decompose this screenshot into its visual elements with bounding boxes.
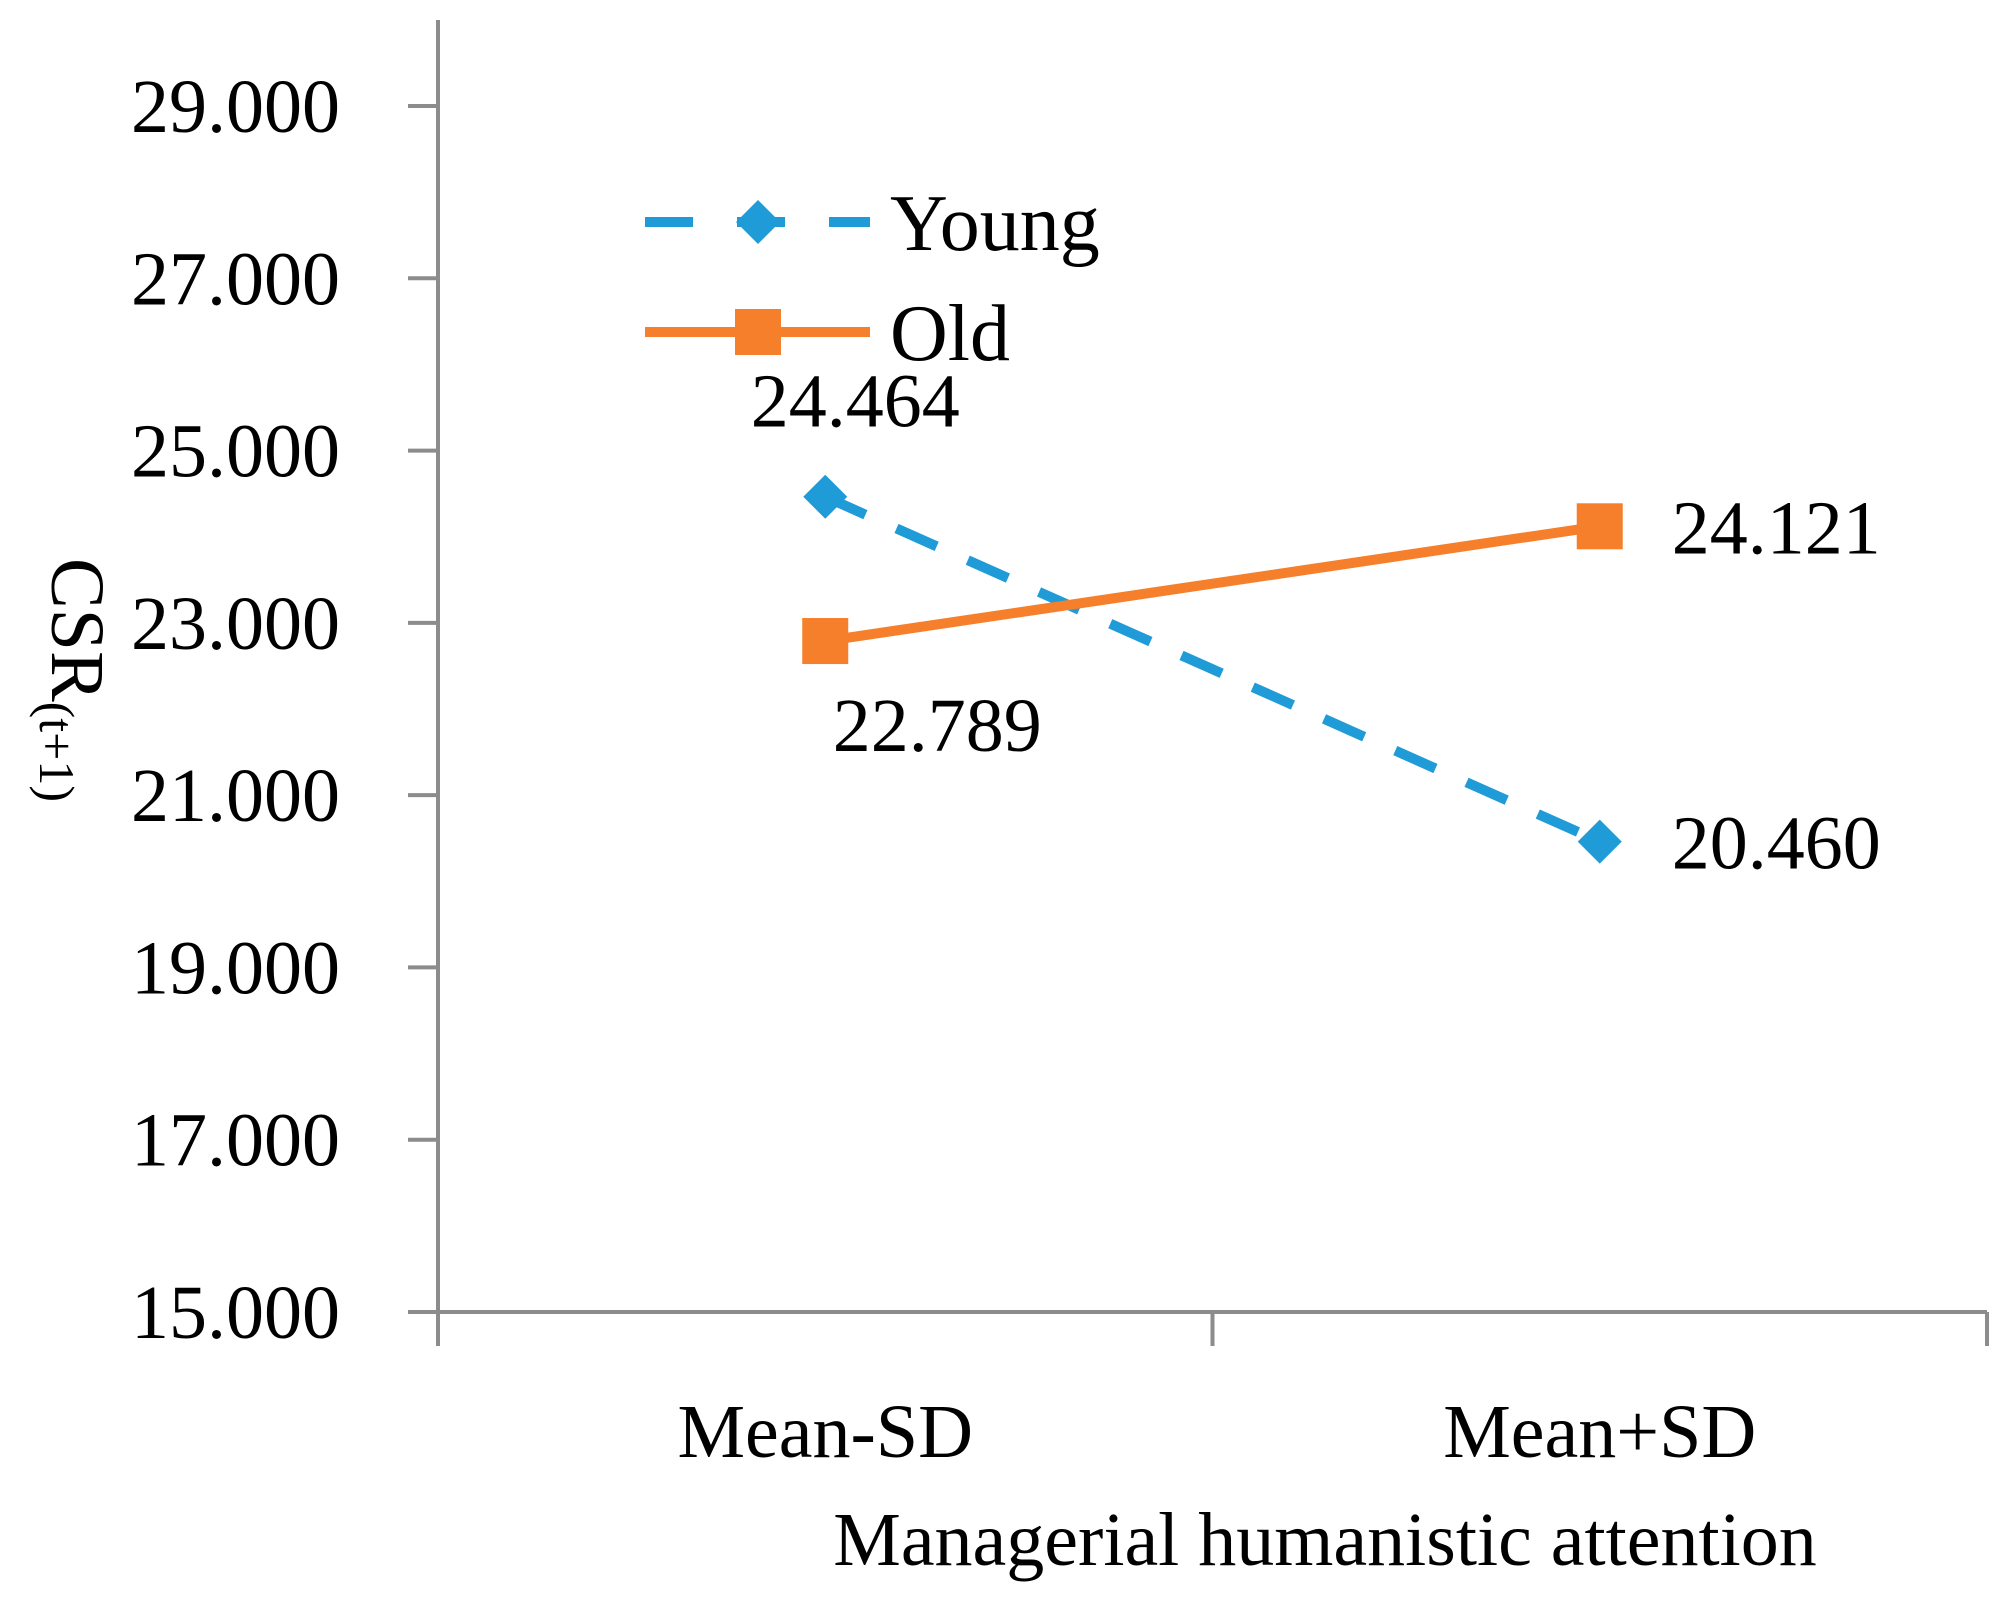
y-tick-label: 21.000 xyxy=(131,754,340,838)
data-label-old: 22.789 xyxy=(833,684,1042,768)
y-tick-label: 23.000 xyxy=(131,582,340,666)
legend-item-young: Young xyxy=(645,180,1100,268)
y-axis-title-sub: (t+1) xyxy=(29,702,85,802)
x-ticks: Mean-SD Mean+SD xyxy=(436,1312,1989,1474)
svg-text:CSR(t+1): CSR(t+1) xyxy=(29,558,119,802)
series-layer xyxy=(802,474,1623,864)
data-label-young: 24.464 xyxy=(751,360,960,444)
legend-marker-young xyxy=(736,200,780,244)
series-line-old xyxy=(824,521,1601,646)
legend-marker-old xyxy=(735,309,781,355)
series-marker-old xyxy=(1576,503,1623,550)
data-label-young: 20.460 xyxy=(1672,802,1881,886)
y-tick-label: 27.000 xyxy=(131,237,340,321)
legend-label-old: Old xyxy=(890,290,1010,378)
series-marker-young xyxy=(803,474,848,519)
y-tick-label: 15.000 xyxy=(131,1271,340,1355)
data-label-old: 24.121 xyxy=(1672,486,1881,570)
axes xyxy=(408,20,1987,1346)
series-marker-young xyxy=(1577,819,1622,864)
y-tick-label: 29.000 xyxy=(131,65,340,149)
x-axis-title: Managerial humanistic attention xyxy=(833,1498,1816,1582)
y-tick-label: 25.000 xyxy=(131,410,340,494)
y-tick-label: 17.000 xyxy=(131,1099,340,1183)
legend: Young Old xyxy=(645,180,1100,378)
y-axis-title-main: CSR xyxy=(35,558,119,702)
legend-label-young: Young xyxy=(890,180,1100,268)
data-labels: 24.464 20.460 22.789 24.121 xyxy=(751,360,1881,886)
y-ticks: 15.000 17.000 19.000 21.000 23.000 25.000 27.0… xyxy=(131,65,438,1355)
x-tick-label: Mean+SD xyxy=(1443,1390,1756,1474)
x-tick-label: Mean-SD xyxy=(677,1390,973,1474)
series-marker-old xyxy=(802,618,849,665)
series-line-young xyxy=(823,492,1602,847)
y-tick-label: 19.000 xyxy=(131,926,340,1010)
y-axis-title: CSR(t+1) xyxy=(29,558,119,802)
legend-item-old: Old xyxy=(645,290,1010,378)
